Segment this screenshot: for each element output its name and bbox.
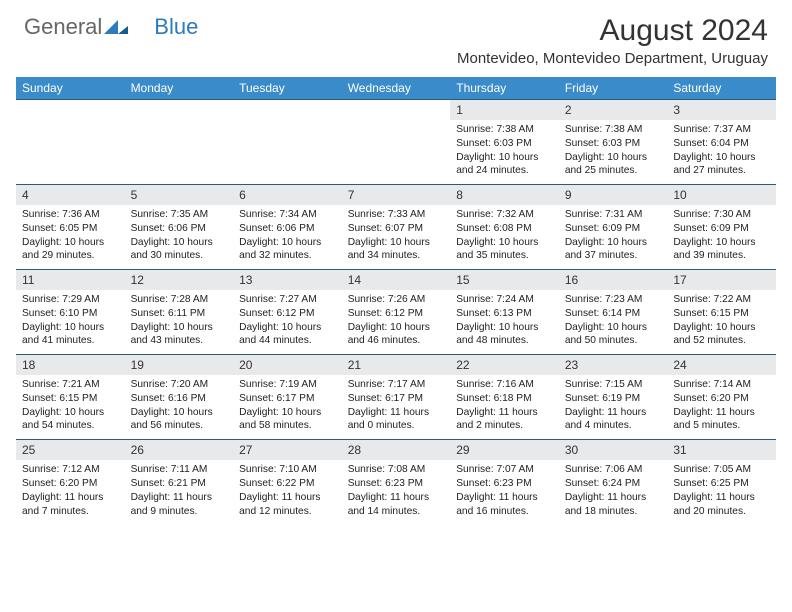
day-number: 14 — [342, 270, 451, 291]
day-number: 8 — [450, 185, 559, 206]
day-number: 26 — [125, 440, 234, 461]
day-info-cell: Sunrise: 7:06 AMSunset: 6:24 PMDaylight:… — [559, 460, 668, 524]
day-number: 29 — [450, 440, 559, 461]
day-number-row: 11121314151617 — [16, 270, 776, 291]
day-info-row: Sunrise: 7:36 AMSunset: 6:05 PMDaylight:… — [16, 205, 776, 270]
day-info-row: Sunrise: 7:38 AMSunset: 6:03 PMDaylight:… — [16, 120, 776, 185]
day-number: 19 — [125, 355, 234, 376]
day-info-cell: Sunrise: 7:28 AMSunset: 6:11 PMDaylight:… — [125, 290, 234, 355]
day-number: 23 — [559, 355, 668, 376]
weekday-header: Monday — [125, 77, 234, 100]
weekday-header: Saturday — [667, 77, 776, 100]
day-info-cell: Sunrise: 7:12 AMSunset: 6:20 PMDaylight:… — [16, 460, 125, 524]
day-info-cell: Sunrise: 7:32 AMSunset: 6:08 PMDaylight:… — [450, 205, 559, 270]
day-info-cell: Sunrise: 7:21 AMSunset: 6:15 PMDaylight:… — [16, 375, 125, 440]
day-number — [16, 100, 125, 121]
day-info-row: Sunrise: 7:21 AMSunset: 6:15 PMDaylight:… — [16, 375, 776, 440]
day-info-cell: Sunrise: 7:22 AMSunset: 6:15 PMDaylight:… — [667, 290, 776, 355]
day-info-cell: Sunrise: 7:08 AMSunset: 6:23 PMDaylight:… — [342, 460, 451, 524]
day-number: 25 — [16, 440, 125, 461]
weekday-header: Thursday — [450, 77, 559, 100]
day-number: 15 — [450, 270, 559, 291]
brand-part2: Blue — [154, 14, 198, 40]
location: Montevideo, Montevideo Department, Urugu… — [457, 50, 768, 67]
day-number: 28 — [342, 440, 451, 461]
day-number: 21 — [342, 355, 451, 376]
day-number: 24 — [667, 355, 776, 376]
day-number: 11 — [16, 270, 125, 291]
day-info-cell — [125, 120, 234, 185]
day-number: 12 — [125, 270, 234, 291]
day-info-row: Sunrise: 7:12 AMSunset: 6:20 PMDaylight:… — [16, 460, 776, 524]
day-number: 27 — [233, 440, 342, 461]
day-info-cell: Sunrise: 7:16 AMSunset: 6:18 PMDaylight:… — [450, 375, 559, 440]
weekday-header: Wednesday — [342, 77, 451, 100]
day-number: 16 — [559, 270, 668, 291]
day-number: 22 — [450, 355, 559, 376]
header: General Blue August 2024 Montevideo, Mon… — [0, 0, 792, 71]
day-info-cell: Sunrise: 7:15 AMSunset: 6:19 PMDaylight:… — [559, 375, 668, 440]
day-info-cell: Sunrise: 7:20 AMSunset: 6:16 PMDaylight:… — [125, 375, 234, 440]
day-info-cell: Sunrise: 7:31 AMSunset: 6:09 PMDaylight:… — [559, 205, 668, 270]
day-info-cell: Sunrise: 7:27 AMSunset: 6:12 PMDaylight:… — [233, 290, 342, 355]
day-number: 31 — [667, 440, 776, 461]
day-info-cell: Sunrise: 7:38 AMSunset: 6:03 PMDaylight:… — [559, 120, 668, 185]
day-info-row: Sunrise: 7:29 AMSunset: 6:10 PMDaylight:… — [16, 290, 776, 355]
day-number: 7 — [342, 185, 451, 206]
day-info-cell: Sunrise: 7:19 AMSunset: 6:17 PMDaylight:… — [233, 375, 342, 440]
brand-part1: General — [24, 14, 102, 40]
title-block: August 2024 Montevideo, Montevideo Depar… — [457, 14, 768, 67]
day-info-cell — [16, 120, 125, 185]
day-info-cell: Sunrise: 7:30 AMSunset: 6:09 PMDaylight:… — [667, 205, 776, 270]
day-info-cell: Sunrise: 7:29 AMSunset: 6:10 PMDaylight:… — [16, 290, 125, 355]
day-number-row: 18192021222324 — [16, 355, 776, 376]
day-info-cell: Sunrise: 7:07 AMSunset: 6:23 PMDaylight:… — [450, 460, 559, 524]
weekday-header: Friday — [559, 77, 668, 100]
day-number-row: 25262728293031 — [16, 440, 776, 461]
day-number: 20 — [233, 355, 342, 376]
day-number: 18 — [16, 355, 125, 376]
weekday-header: Sunday — [16, 77, 125, 100]
day-info-cell — [233, 120, 342, 185]
day-number: 30 — [559, 440, 668, 461]
day-info-cell: Sunrise: 7:14 AMSunset: 6:20 PMDaylight:… — [667, 375, 776, 440]
day-number: 13 — [233, 270, 342, 291]
day-number — [342, 100, 451, 121]
day-number: 1 — [450, 100, 559, 121]
brand-logo: General Blue — [24, 14, 198, 40]
day-number: 10 — [667, 185, 776, 206]
day-info-cell: Sunrise: 7:24 AMSunset: 6:13 PMDaylight:… — [450, 290, 559, 355]
day-info-cell: Sunrise: 7:10 AMSunset: 6:22 PMDaylight:… — [233, 460, 342, 524]
day-info-cell: Sunrise: 7:36 AMSunset: 6:05 PMDaylight:… — [16, 205, 125, 270]
day-info-cell — [342, 120, 451, 185]
day-number — [125, 100, 234, 121]
calendar-head: SundayMondayTuesdayWednesdayThursdayFrid… — [16, 77, 776, 100]
weekday-header: Tuesday — [233, 77, 342, 100]
brand-icon — [104, 14, 130, 40]
day-info-cell: Sunrise: 7:23 AMSunset: 6:14 PMDaylight:… — [559, 290, 668, 355]
calendar-table: SundayMondayTuesdayWednesdayThursdayFrid… — [16, 77, 776, 524]
day-number: 4 — [16, 185, 125, 206]
day-number: 17 — [667, 270, 776, 291]
day-number-row: 123 — [16, 100, 776, 121]
day-info-cell: Sunrise: 7:38 AMSunset: 6:03 PMDaylight:… — [450, 120, 559, 185]
month-title: August 2024 — [457, 14, 768, 48]
day-info-cell: Sunrise: 7:26 AMSunset: 6:12 PMDaylight:… — [342, 290, 451, 355]
day-number: 5 — [125, 185, 234, 206]
day-info-cell: Sunrise: 7:33 AMSunset: 6:07 PMDaylight:… — [342, 205, 451, 270]
day-info-cell: Sunrise: 7:11 AMSunset: 6:21 PMDaylight:… — [125, 460, 234, 524]
day-info-cell: Sunrise: 7:34 AMSunset: 6:06 PMDaylight:… — [233, 205, 342, 270]
day-info-cell: Sunrise: 7:17 AMSunset: 6:17 PMDaylight:… — [342, 375, 451, 440]
day-number: 6 — [233, 185, 342, 206]
day-number-row: 45678910 — [16, 185, 776, 206]
day-info-cell: Sunrise: 7:35 AMSunset: 6:06 PMDaylight:… — [125, 205, 234, 270]
day-info-cell: Sunrise: 7:37 AMSunset: 6:04 PMDaylight:… — [667, 120, 776, 185]
day-number — [233, 100, 342, 121]
day-number: 2 — [559, 100, 668, 121]
day-info-cell: Sunrise: 7:05 AMSunset: 6:25 PMDaylight:… — [667, 460, 776, 524]
day-number: 3 — [667, 100, 776, 121]
day-number: 9 — [559, 185, 668, 206]
